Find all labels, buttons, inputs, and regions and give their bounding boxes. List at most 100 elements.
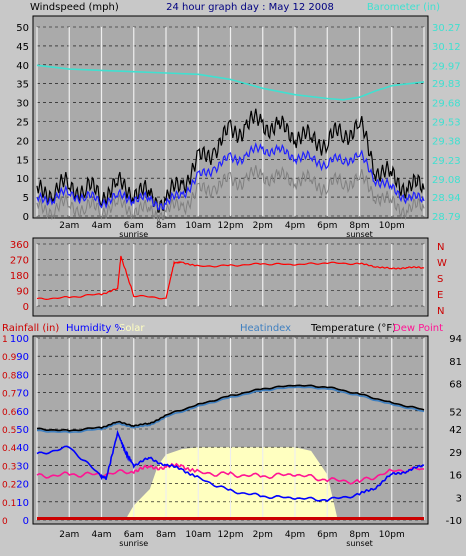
baro-right-tick: 29.83: [432, 79, 461, 90]
sunset-label-2: sunset: [346, 539, 373, 548]
windspeed-label: Windspeed (mph): [30, 2, 119, 13]
temp-x-label: 2am: [59, 530, 79, 540]
temp-right-tick: 81: [449, 357, 462, 368]
baro-right-tick: 29.08: [432, 175, 461, 186]
baro-right-tick: 29.97: [432, 61, 461, 72]
wind-low-line: [36, 165, 425, 223]
dir-left-tick: 90: [16, 287, 29, 298]
temp-right-tick: 3: [456, 493, 462, 504]
baro-right-tick: 28.79: [432, 212, 461, 223]
temp-x-label: 4am: [91, 530, 111, 540]
wind-left-tick: 5: [23, 193, 29, 204]
rain-left-tick: 0.4: [2, 444, 17, 454]
baro-right-tick: 30.27: [432, 23, 461, 34]
sunrise-label-2: sunrise: [119, 539, 148, 548]
temp-right-tick: -10: [446, 516, 462, 527]
hum-left-tick: 20: [16, 480, 29, 491]
wind-left-tick: 40: [16, 61, 29, 72]
wind-x-label: 6pm: [317, 221, 337, 231]
legend-solar: Solar: [119, 323, 145, 334]
wind-left-tick: 15: [16, 155, 29, 166]
hum-left-tick: 60: [16, 407, 29, 418]
sunrise-label: sunrise: [119, 230, 148, 239]
temp-x-label: 2pm: [253, 530, 273, 540]
dir-right-tick: W: [437, 258, 447, 269]
legend-temperature: Temperature (°F): [310, 323, 396, 334]
legend-dewpoint: Dew Point: [393, 323, 443, 334]
temp-x-label: 6am: [124, 530, 144, 540]
rain-left-tick: 0.3: [2, 462, 16, 472]
temp-right-tick: 94: [449, 334, 462, 345]
hum-left-tick: 40: [16, 443, 29, 454]
dewpoint-line: [36, 462, 425, 485]
wind-x-label: 6am: [124, 221, 144, 231]
hum-left-tick: 10: [16, 498, 29, 509]
temp-x-label: 12pm: [218, 530, 244, 540]
temp-x-label: 10am: [185, 530, 211, 540]
rainfall-bar: [37, 517, 424, 520]
wind-panel: 0 5 10 15 20 25 30 35 40 45 50 28.79 28.94 29.08 29.23…: [16, 23, 460, 239]
temperature-line: [36, 384, 425, 432]
hum-left-tick: 100: [10, 334, 29, 345]
direction-line: [36, 255, 425, 301]
temp-right-tick: 42: [449, 425, 462, 436]
legend-rainfall: Rainfall (in): [2, 323, 59, 334]
legend-humidity: Humidity %: [66, 323, 124, 334]
temp-x-label: 8pm: [349, 530, 369, 540]
rain-left-tick: 0.1: [2, 499, 16, 509]
temp-x-label: 6pm: [317, 530, 337, 540]
hum-left-tick: 90: [16, 352, 29, 363]
hum-left-tick: 50: [16, 425, 29, 436]
wind-x-label: 10am: [185, 221, 211, 231]
dir-left-tick: 360: [10, 240, 29, 251]
rain-left-tick: 0.7: [2, 390, 16, 400]
rain-left-tick: 0: [2, 517, 8, 527]
hum-left-tick: 0: [23, 516, 29, 527]
dir-left-tick: 180: [10, 271, 29, 282]
temp-x-label: 8am: [156, 530, 176, 540]
barometer-line: [36, 64, 425, 101]
wind-left-tick: 20: [16, 136, 29, 147]
wind-left-tick: 25: [16, 118, 29, 129]
dir-left-tick: 270: [10, 256, 29, 267]
hum-left-tick: 80: [16, 370, 29, 381]
rain-left-tick: 0.8: [2, 371, 17, 381]
wind-x-label: 10pm: [379, 221, 405, 231]
baro-right-tick: 29.23: [432, 156, 461, 167]
wind-x-label: 2am: [59, 221, 79, 231]
rain-left-tick: 0.6: [2, 408, 17, 418]
heatindex-line: [36, 386, 425, 434]
dir-right-tick: N: [437, 306, 444, 317]
wind-x-label: 4am: [91, 221, 111, 231]
sunset-label: sunset: [346, 230, 373, 239]
wind-left-tick: 0: [23, 212, 29, 223]
wind-x-label: 12pm: [218, 221, 244, 231]
temp-right-tick: 16: [449, 471, 462, 482]
wind-x-label: 8pm: [349, 221, 369, 231]
wind-avg-line: [36, 141, 425, 211]
temp-x-label: 10pm: [379, 530, 405, 540]
hum-left-tick: 70: [16, 389, 29, 400]
wind-x-label: 2pm: [253, 221, 273, 231]
humidity-line: [36, 429, 425, 502]
rain-left-tick: 0.5: [2, 426, 16, 436]
wind-x-label: 8am: [156, 221, 176, 231]
baro-right-tick: 28.94: [432, 193, 461, 204]
wind-x-label: 4pm: [285, 221, 305, 231]
wind-left-tick: 50: [16, 23, 29, 34]
temp-right-tick: 68: [449, 380, 462, 391]
wind-left-tick: 45: [16, 42, 29, 53]
hum-left-tick: 30: [16, 461, 29, 472]
barometer-label: Barometer (in): [367, 2, 440, 13]
baro-right-tick: 29.53: [432, 118, 461, 129]
baro-right-tick: 30.12: [432, 42, 461, 53]
baro-right-tick: 29.38: [432, 137, 461, 148]
temp-x-label: 4pm: [285, 530, 305, 540]
wind-left-tick: 10: [16, 174, 29, 185]
legend-heatindex: Heatindex: [240, 323, 291, 334]
baro-right-tick: 29.68: [432, 98, 461, 109]
rain-left-tick: 0.9: [2, 353, 17, 363]
